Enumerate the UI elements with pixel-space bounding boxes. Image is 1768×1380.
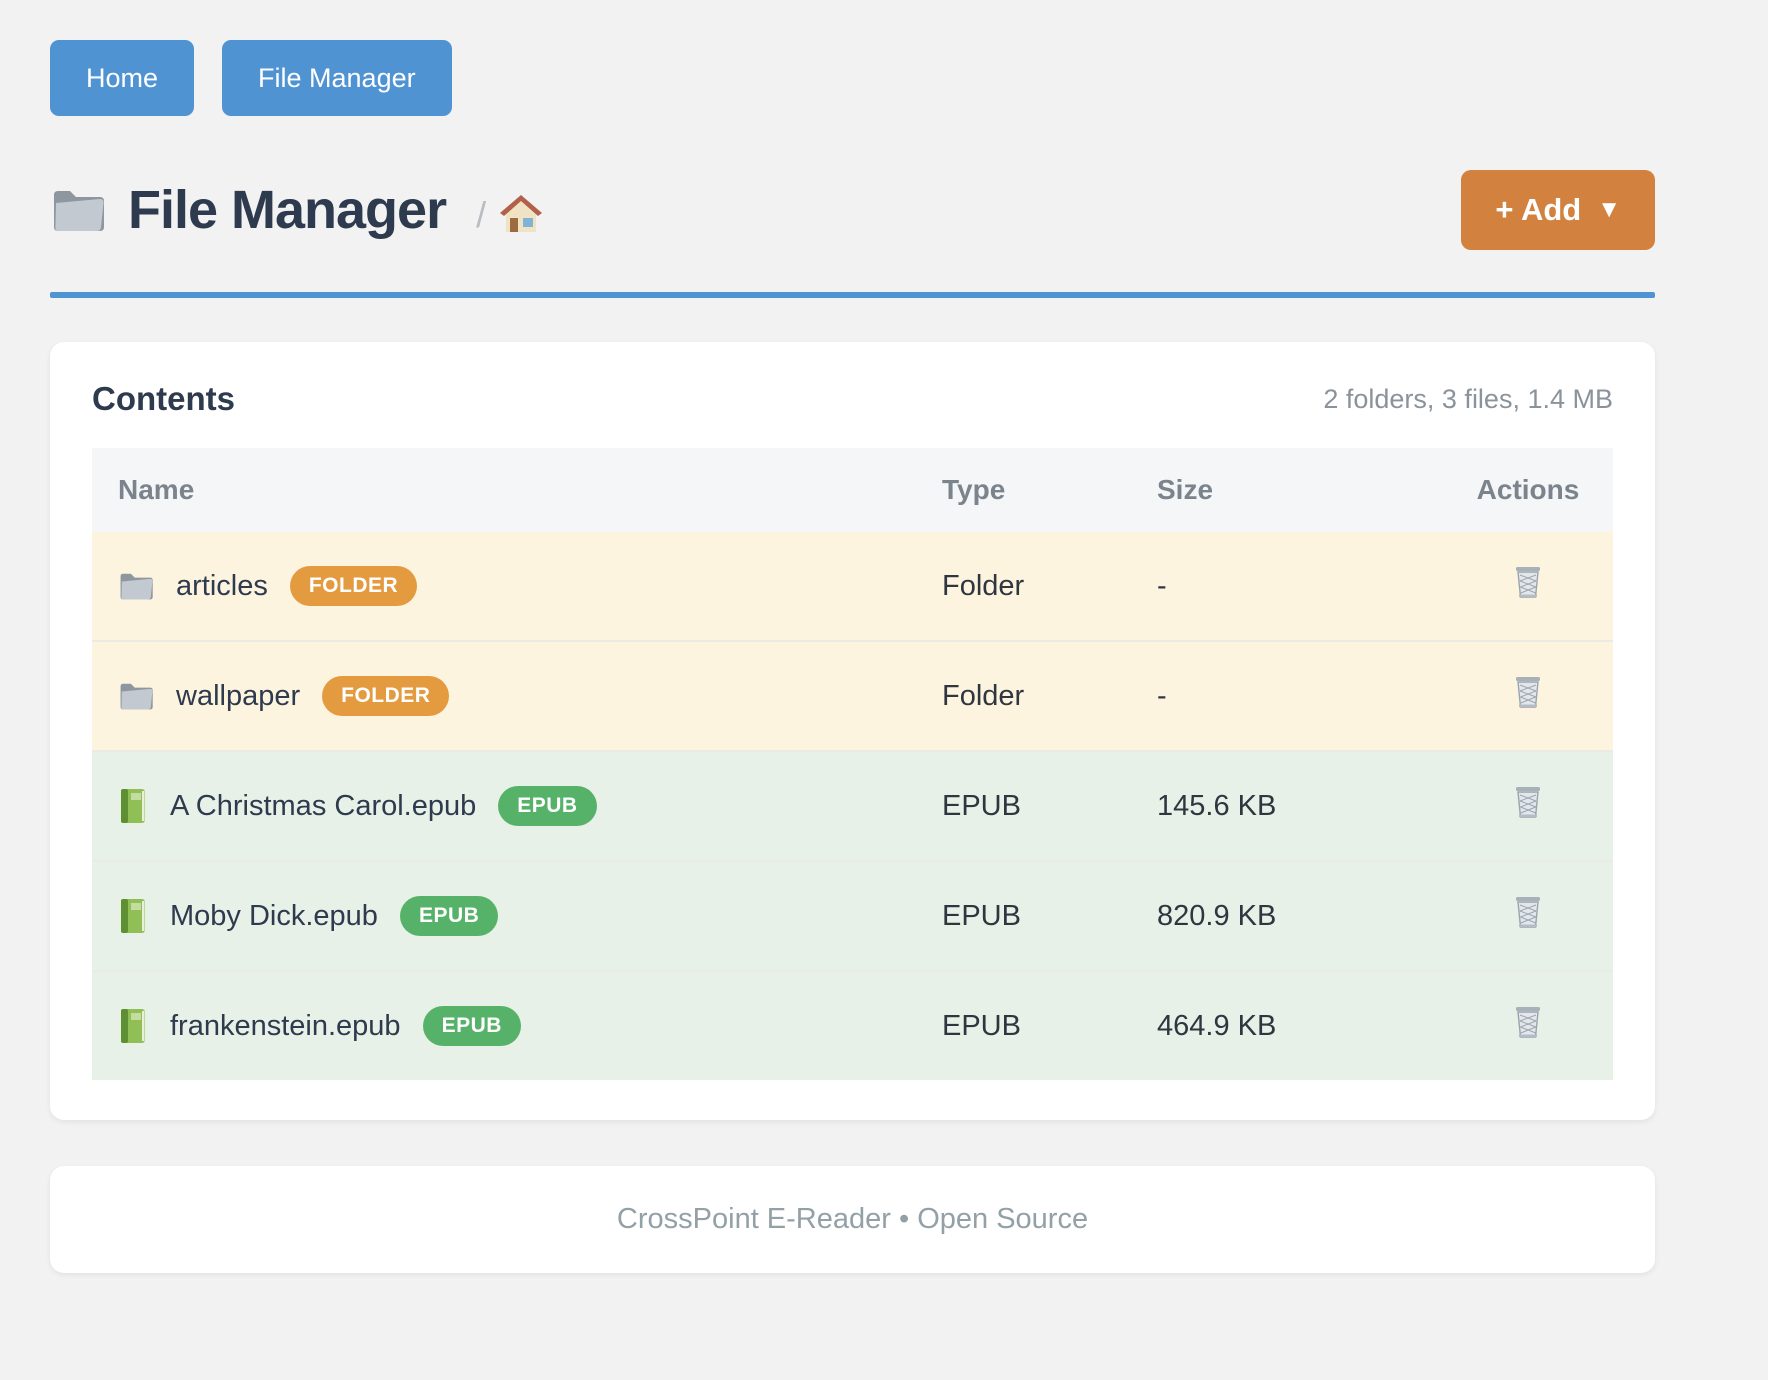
file-name-link[interactable]: Moby Dick.epub [170,899,378,932]
trash-button[interactable] [1514,565,1542,599]
size-cell: - [1157,640,1443,751]
column-header-size: Size [1157,448,1443,532]
page: Home File Manager File Manager / [50,0,1655,1273]
folder-icon [118,681,154,711]
type-cell: Folder [942,532,1157,641]
file-name-link[interactable]: articles [176,569,268,602]
trash-icon [1514,675,1542,709]
trash-button[interactable] [1514,675,1542,709]
folder-icon [118,571,154,601]
type-cell: EPUB [942,860,1157,971]
table-header-row: Name Type Size Actions [92,448,1613,532]
table-row: wallpaper FOLDER Folder - [92,640,1613,751]
trash-button[interactable] [1514,895,1542,929]
type-cell: EPUB [942,750,1157,861]
file-manager-button[interactable]: File Manager [222,40,452,116]
folder-icon [50,187,106,233]
house-icon[interactable] [500,194,543,234]
nav-buttons: Home File Manager [50,0,1655,116]
title-group: File Manager / [50,179,543,241]
file-name-link[interactable]: A Christmas Carol.epub [170,789,477,822]
contents-card-header: Contents 2 folders, 3 files, 1.4 MB [92,380,1613,418]
trash-icon [1514,565,1542,599]
file-table: Name Type Size Actions articles FOLDER [92,448,1613,1080]
contents-summary: 2 folders, 3 files, 1.4 MB [1323,383,1613,414]
type-cell: EPUB [942,970,1157,1080]
type-badge: EPUB [498,786,597,826]
table-row: frankenstein.epub EPUB EPUB 464.9 KB [92,970,1613,1080]
column-header-actions: Actions [1443,448,1613,532]
size-cell: 145.6 KB [1157,750,1443,861]
type-badge: FOLDER [289,566,418,606]
size-cell: - [1157,532,1443,641]
type-badge: EPUB [399,896,499,936]
page-title: File Manager [128,180,447,240]
home-button[interactable]: Home [50,40,195,116]
file-name-link[interactable]: wallpaper [176,679,301,712]
contents-heading: Contents [92,380,235,417]
contents-card: Contents 2 folders, 3 files, 1.4 MB Name… [50,342,1655,1120]
trash-icon [1514,785,1542,819]
footer-text: CrossPoint E-Reader • Open Source [616,1203,1089,1235]
table-row: articles FOLDER Folder - [92,532,1613,641]
add-button[interactable]: + Add ▼ [1461,170,1655,250]
book-icon [118,898,148,934]
header-divider [50,292,1655,298]
type-badge: EPUB [422,1006,521,1046]
trash-button[interactable] [1514,785,1542,819]
column-header-name: Name [92,448,942,532]
table-row: Moby Dick.epub EPUB EPUB 820.9 KB [92,860,1613,971]
trash-icon [1514,895,1542,929]
page-header: File Manager / + Add ▼ [50,170,1655,250]
breadcrumb-separator: / [476,194,487,235]
table-row: A Christmas Carol.epub EPUB EPUB 145.6 K… [92,750,1613,861]
size-cell: 820.9 KB [1157,860,1443,971]
trash-icon [1514,1005,1542,1039]
add-button-label: + Add [1495,192,1582,227]
book-icon [118,788,148,824]
trash-button[interactable] [1514,1005,1542,1039]
footer-card: CrossPoint E-Reader • Open Source [50,1166,1655,1273]
book-icon [118,1008,148,1044]
column-header-type: Type [942,448,1157,532]
caret-down-icon: ▼ [1597,196,1621,223]
type-badge: FOLDER [322,676,450,716]
type-cell: Folder [942,640,1157,751]
file-name-link[interactable]: frankenstein.epub [170,1009,401,1042]
size-cell: 464.9 KB [1157,970,1443,1080]
